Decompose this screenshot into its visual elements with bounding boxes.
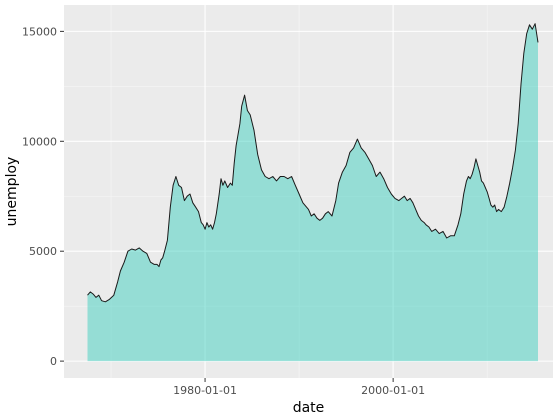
- y-tick-label: 15000: [22, 25, 57, 38]
- x-tick-label: 1980-01-01: [173, 384, 237, 397]
- y-axis-title: unemploy: [4, 157, 20, 227]
- series-line: [87, 23, 539, 303]
- y-tick-label: 0: [50, 355, 57, 368]
- y-tick-label: 10000: [22, 135, 57, 148]
- axis-ticks: [60, 30, 394, 382]
- series-layer: [87, 23, 539, 362]
- series-area-fill: [87, 23, 538, 362]
- y-tick-label: 5000: [29, 245, 57, 258]
- x-tick-label: 2000-01-01: [361, 384, 425, 397]
- x-axis-title: date: [293, 400, 325, 416]
- axis-tick-labels: 1980-01-01 2000-01-01 0 5000 10000 15000: [22, 25, 425, 397]
